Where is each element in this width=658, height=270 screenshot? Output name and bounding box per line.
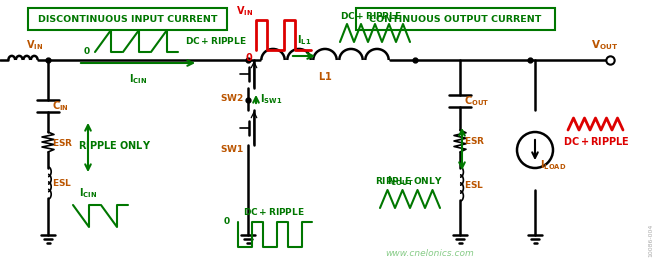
FancyBboxPatch shape [356, 8, 555, 30]
Text: $\mathbf{I_{COUT}}$: $\mathbf{I_{COUT}}$ [387, 174, 413, 188]
Text: $\mathbf{DC + RIPPLE}$: $\mathbf{DC + RIPPLE}$ [340, 10, 402, 21]
Text: $\mathbf{RIPPLE\ ONLY}$: $\mathbf{RIPPLE\ ONLY}$ [375, 174, 443, 185]
Text: $\mathbf{ESR}$: $\mathbf{ESR}$ [52, 137, 73, 147]
Text: $\mathbf{I_{L1}}$: $\mathbf{I_{L1}}$ [297, 33, 311, 47]
Text: 0: 0 [224, 218, 230, 227]
Text: $\mathbf{I_{SW1}}$: $\mathbf{I_{SW1}}$ [260, 92, 282, 106]
Text: $\mathbf{DC + RIPPLE}$: $\mathbf{DC + RIPPLE}$ [243, 206, 305, 217]
Text: $\mathbf{L1}$: $\mathbf{L1}$ [318, 70, 332, 82]
Text: $\mathbf{0}$: $\mathbf{0}$ [245, 51, 253, 63]
Text: $\mathbf{SW1}$: $\mathbf{SW1}$ [220, 143, 244, 154]
Text: $\mathbf{ESL}$: $\mathbf{ESL}$ [464, 178, 484, 190]
Text: DISCONTINUOUS INPUT CURRENT: DISCONTINUOUS INPUT CURRENT [38, 15, 217, 23]
Text: $\mathbf{C_{OUT}}$: $\mathbf{C_{OUT}}$ [464, 94, 490, 108]
Text: $\mathbf{I_{CIN}}$: $\mathbf{I_{CIN}}$ [79, 186, 97, 200]
Text: $\mathbf{I_{LOAD}}$: $\mathbf{I_{LOAD}}$ [540, 158, 567, 172]
Text: $\mathbf{V_{IN}}$: $\mathbf{V_{IN}}$ [26, 38, 43, 52]
FancyBboxPatch shape [28, 8, 227, 30]
Text: $\mathbf{V_{IN}}$: $\mathbf{V_{IN}}$ [236, 4, 253, 18]
Text: $\mathbf{DC + RIPPLE}$: $\mathbf{DC + RIPPLE}$ [563, 135, 630, 147]
Text: $\mathbf{DC + RIPPLE}$: $\mathbf{DC + RIPPLE}$ [185, 35, 247, 46]
Text: 0: 0 [84, 48, 90, 56]
Text: $\mathbf{ESL}$: $\mathbf{ESL}$ [52, 177, 72, 188]
Text: $\mathbf{RIPPLE\ ONLY}$: $\mathbf{RIPPLE\ ONLY}$ [78, 139, 151, 151]
Text: $\mathbf{I_{CIN}}$: $\mathbf{I_{CIN}}$ [129, 72, 147, 86]
Text: $\mathbf{ESR}$: $\mathbf{ESR}$ [464, 136, 486, 147]
Text: $\mathbf{V_{OUT}}$: $\mathbf{V_{OUT}}$ [592, 38, 619, 52]
Text: CONTINUOUS OUTPUT CURRENT: CONTINUOUS OUTPUT CURRENT [369, 15, 542, 23]
Text: $\mathbf{C_{IN}}$: $\mathbf{C_{IN}}$ [52, 99, 69, 113]
Text: $\mathbf{SW2}$: $\mathbf{SW2}$ [220, 92, 244, 103]
Text: 10086-004: 10086-004 [649, 223, 653, 257]
Text: www.cnelonics.com: www.cnelonics.com [386, 249, 474, 258]
